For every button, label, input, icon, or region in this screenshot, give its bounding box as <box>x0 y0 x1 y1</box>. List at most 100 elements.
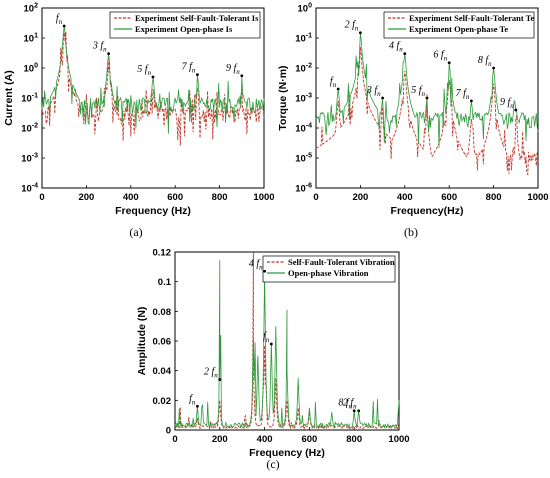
peak-label: 8 fn <box>338 398 352 411</box>
peak-label: 7 fn <box>456 88 470 101</box>
y-tick-label: 10-2 <box>295 63 312 75</box>
peak-label: 3 fn <box>366 85 381 98</box>
x-tick-label: 800 <box>486 192 502 203</box>
peak-marker <box>336 87 340 91</box>
legend-entry: Experiment Open-phase Te <box>409 24 508 34</box>
y-tick-label: 10-1 <box>295 33 312 45</box>
y-axis-label: Amplitude (N) <box>136 307 148 376</box>
peak-label: 5 fn <box>411 85 425 98</box>
y-tick-label: 101 <box>24 33 39 45</box>
x-tick-label: 400 <box>257 434 273 445</box>
y-tick-label: 0.04 <box>153 366 172 377</box>
y-tick-label: 102 <box>24 3 39 15</box>
x-axis-label: Frequency(Hz) <box>391 205 464 217</box>
peak-marker <box>381 96 384 100</box>
peak-label: 5 fn <box>137 64 151 77</box>
peak-label: fn <box>189 393 196 406</box>
x-tick-label: 400 <box>397 192 413 203</box>
legend-entry: Self-Fault-Tolerant Vibration <box>288 257 395 267</box>
peak-label: 9 fn <box>226 63 240 76</box>
y-tick-label: 10-4 <box>21 183 38 195</box>
y-tick-label: 10-1 <box>21 93 38 105</box>
x-tick-label: 200 <box>78 192 94 203</box>
peak-label: 3 fn <box>92 41 107 54</box>
series-line-1 <box>174 260 400 429</box>
x-tick-label: 0 <box>313 192 318 203</box>
chart-b: 0 200 400 600 800 1000 10-6 10-5 10-4 10-3 10-2 10-… <box>277 3 549 240</box>
y-tick-label: 0.02 <box>153 396 172 407</box>
x-tick-label: 600 <box>167 192 183 203</box>
peak-label: fn <box>56 13 63 26</box>
peak-marker <box>447 61 451 65</box>
peak-marker <box>269 342 273 346</box>
y-tick-label: 0.08 <box>153 307 172 318</box>
y-tick-label: 10-3 <box>295 93 312 105</box>
peak-marker <box>492 66 495 70</box>
x-tick-label: 200 <box>212 434 228 445</box>
y-tick-label: 0 <box>166 426 171 437</box>
y-tick-label: 0.12 <box>153 248 172 259</box>
peak-marker <box>514 108 518 112</box>
peak-marker <box>62 24 66 28</box>
y-axis-label: Current (A) <box>3 70 15 125</box>
y-tick-label: 0.1 <box>158 277 172 288</box>
x-axis-label: Frequency (Hz) <box>249 447 325 459</box>
peak-marker <box>263 269 266 273</box>
x-tick-label: 200 <box>352 192 368 203</box>
x-tick-label: 600 <box>301 434 317 445</box>
y-tick-label: 10-6 <box>295 183 312 195</box>
peak-label: 2 fn <box>345 20 359 33</box>
legend-entry: Experiment Self-Fault-Tolerant Is <box>135 13 259 23</box>
peak-marker <box>218 378 222 381</box>
peak-label: 7 fn <box>182 62 196 75</box>
x-tick-label: 800 <box>212 192 228 203</box>
peak-label: 4 fn <box>249 258 263 271</box>
legend-entry: Experiment Open-phase Is <box>135 24 233 34</box>
legend-box <box>262 255 396 283</box>
peak-label: fn <box>263 331 270 344</box>
peak-marker <box>359 31 362 35</box>
peak-label: 6 fn <box>433 50 447 63</box>
peak-marker <box>357 409 361 413</box>
peak-marker <box>107 52 110 56</box>
peak-label: 2 fn <box>204 367 218 380</box>
peak-label: 2 fn <box>343 398 357 411</box>
peak-marker <box>470 99 473 103</box>
panel-label: (a) <box>129 225 142 239</box>
peak-marker <box>196 404 199 408</box>
y-axis-label: Torque (N·m) <box>277 65 289 130</box>
x-tick-label: 1000 <box>388 434 409 445</box>
legend-box <box>383 11 535 39</box>
y-tick-label: 0.06 <box>153 337 172 348</box>
legend-entry: Experiment Self-Fault-Tolerant Te <box>409 13 535 23</box>
peak-marker <box>151 75 155 79</box>
legend-box <box>109 11 261 39</box>
y-tick-label: 10-4 <box>295 123 312 135</box>
x-tick-label: 400 <box>123 192 139 203</box>
peak-label: fn <box>330 76 337 89</box>
x-tick-label: 0 <box>39 192 44 203</box>
x-tick-label: 800 <box>346 434 362 445</box>
panel-label: (b) <box>404 225 418 239</box>
peak-marker <box>352 409 356 413</box>
peak-label: 9 fn <box>500 97 514 110</box>
chart-a: 0 200 400 600 800 1000 10-4 10-3 10-2 10-1 100 101 1… <box>3 3 275 240</box>
legend-entry: Open-phase Vibration <box>288 268 369 278</box>
chart-c: 0 200 400 600 800 1000 0 0.02 0.04 0.06 0.08 0.1 0.1… <box>136 248 410 472</box>
y-tick-label: 10-5 <box>295 153 312 165</box>
series-line-0 <box>174 251 400 430</box>
peak-marker <box>196 73 199 77</box>
y-tick-label: 100 <box>24 63 39 75</box>
y-tick-label: 10-3 <box>21 153 38 165</box>
x-tick-label: 0 <box>172 434 177 445</box>
peak-label: 4 fn <box>389 41 403 54</box>
x-tick-label: 1000 <box>253 192 274 203</box>
peak-marker <box>240 74 244 78</box>
peak-label: 8 fn <box>478 55 492 68</box>
x-tick-label: 1000 <box>527 192 548 203</box>
y-tick-label: 100 <box>298 3 313 15</box>
panel-label: (c) <box>266 457 279 471</box>
peak-marker <box>425 96 429 100</box>
y-tick-label: 10-2 <box>21 123 38 135</box>
